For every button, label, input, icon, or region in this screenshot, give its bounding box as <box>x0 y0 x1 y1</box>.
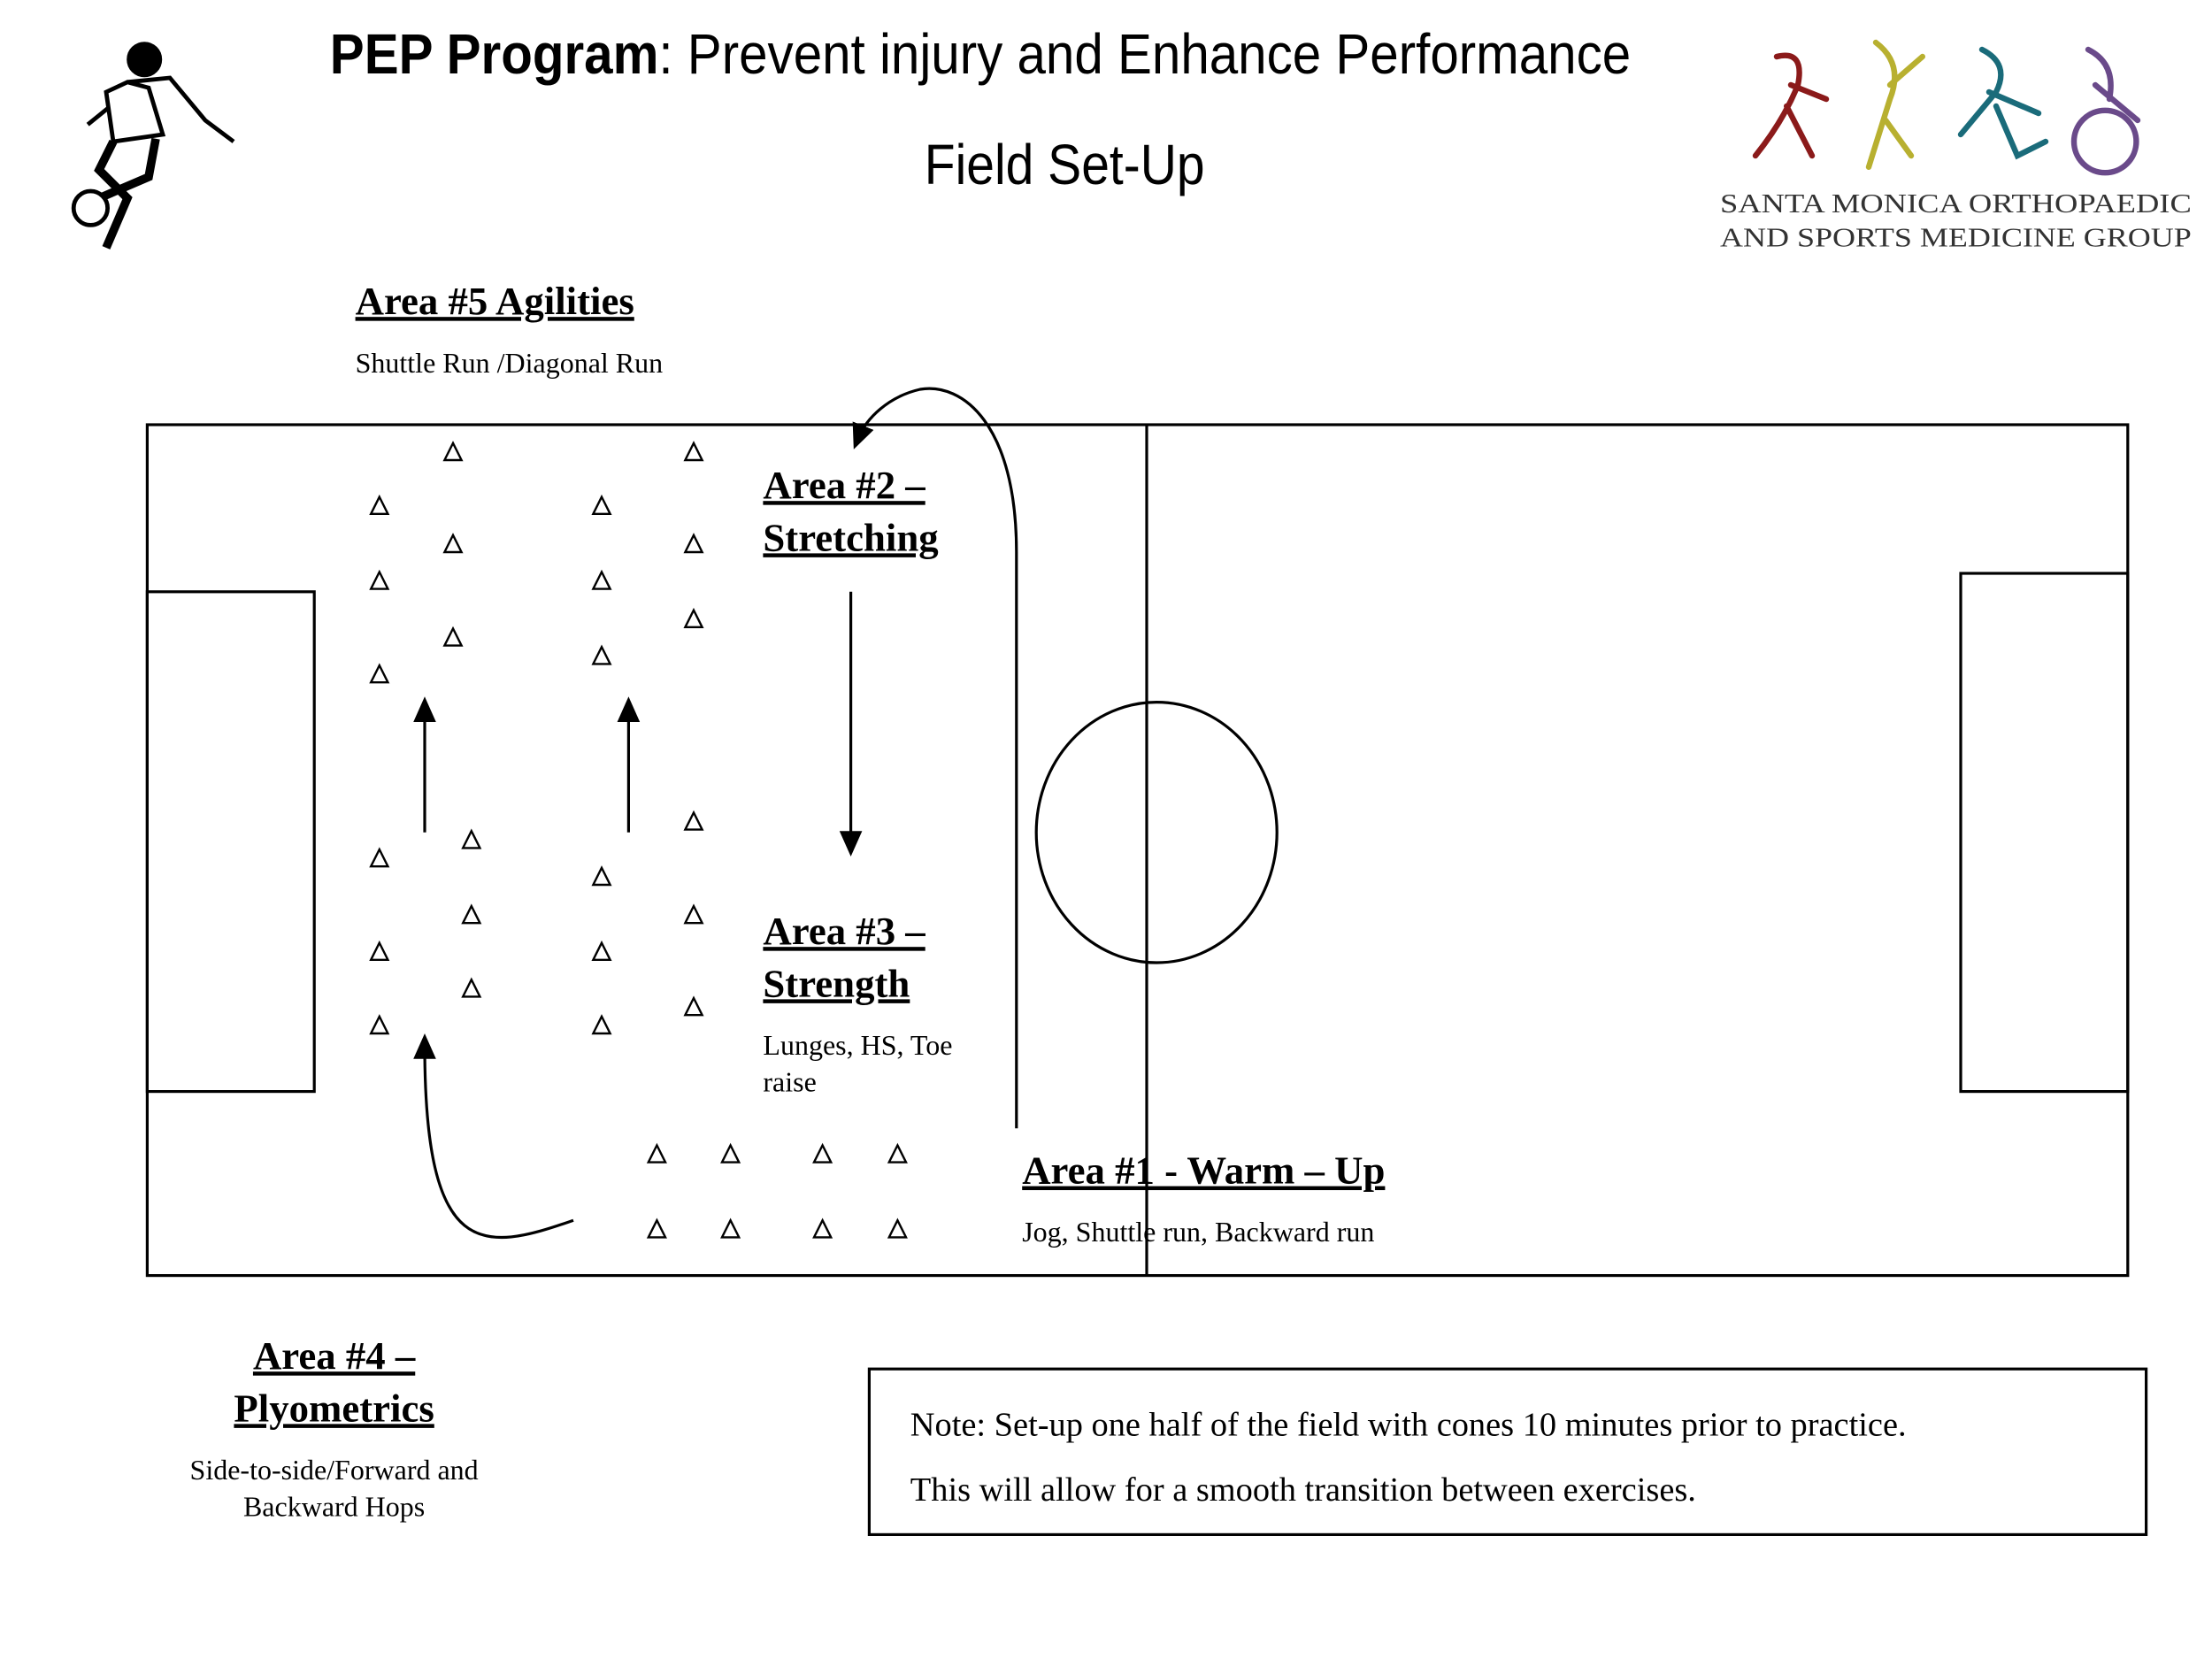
cone <box>369 494 390 515</box>
cone <box>646 1142 667 1164</box>
arrow <box>413 1033 574 1240</box>
cone <box>591 644 612 665</box>
title-bold: PEP Program <box>330 22 659 86</box>
cone <box>591 1014 612 1035</box>
player-illustration <box>71 42 235 250</box>
area-title: Stretching <box>763 515 938 559</box>
subtitle: Field Set-Up <box>925 133 1205 196</box>
logo: SANTA MONICA ORTHOPAEDIC AND SPORTS MEDI… <box>1720 39 2192 252</box>
cone <box>442 441 464 462</box>
note-box <box>867 1367 2148 1537</box>
cone <box>683 810 704 831</box>
cone <box>591 940 612 961</box>
area-description: Shuttle Run /Diagonal Run <box>356 347 664 379</box>
cone <box>461 977 482 998</box>
cone <box>442 626 464 647</box>
logo-line: SANTA MONICA ORTHOPAEDIC <box>1720 188 2192 219</box>
cone <box>461 828 482 849</box>
cone <box>369 847 390 868</box>
area-title: Area #1 - Warm – Up <box>1022 1148 1385 1193</box>
cone <box>683 607 704 628</box>
area-title: Area #5 Agilities <box>356 279 634 323</box>
note-line: Note: Set-up one half of the field with … <box>910 1406 1907 1443</box>
cone <box>369 663 390 684</box>
center-circle <box>1034 701 1279 964</box>
cone <box>369 569 390 590</box>
cone <box>683 995 704 1017</box>
area-description: Jog, Shuttle run, Backward run <box>1022 1216 1374 1248</box>
area-title: Plyometrics <box>234 1386 434 1430</box>
cone <box>591 569 612 590</box>
cones <box>369 441 908 1239</box>
area-description: Side-to-side/Forward and <box>190 1454 479 1486</box>
cone <box>369 940 390 961</box>
cone <box>442 533 464 554</box>
cone <box>812 1217 833 1239</box>
cone <box>887 1142 908 1164</box>
cone <box>887 1217 908 1239</box>
logo-line: AND SPORTS MEDICINE GROUP <box>1720 222 2192 252</box>
cone <box>720 1217 741 1239</box>
title: PEP Program: Prevent injury and Enhance … <box>330 22 1631 86</box>
cone <box>812 1142 833 1164</box>
cone <box>720 1142 741 1164</box>
penalty-box <box>145 590 316 1094</box>
field <box>145 387 2130 1278</box>
note-line: This will allow for a smooth transition … <box>910 1471 1696 1509</box>
area-title: Strength <box>763 961 910 1005</box>
arrow <box>852 387 1018 1129</box>
cone <box>461 903 482 925</box>
cone <box>369 1014 390 1035</box>
area-description: Lunges, HS, Toe <box>763 1029 952 1061</box>
area-description: Backward Hops <box>243 1491 425 1523</box>
cone <box>591 865 612 887</box>
area-description: raise <box>763 1066 816 1098</box>
area-title: Area #3 – <box>763 909 926 953</box>
cone <box>683 903 704 925</box>
cone <box>591 494 612 515</box>
cone <box>683 533 704 554</box>
penalty-box <box>1959 572 2130 1094</box>
title-rest: : Prevent injury and Enhance Performance <box>658 22 1631 86</box>
cone <box>646 1217 667 1239</box>
cone <box>683 441 704 462</box>
area-title: Area #4 – <box>253 1333 416 1378</box>
area-title: Area #2 – <box>763 463 926 507</box>
